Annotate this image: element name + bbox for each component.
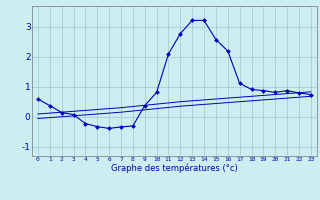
- X-axis label: Graphe des températures (°c): Graphe des températures (°c): [111, 164, 238, 173]
